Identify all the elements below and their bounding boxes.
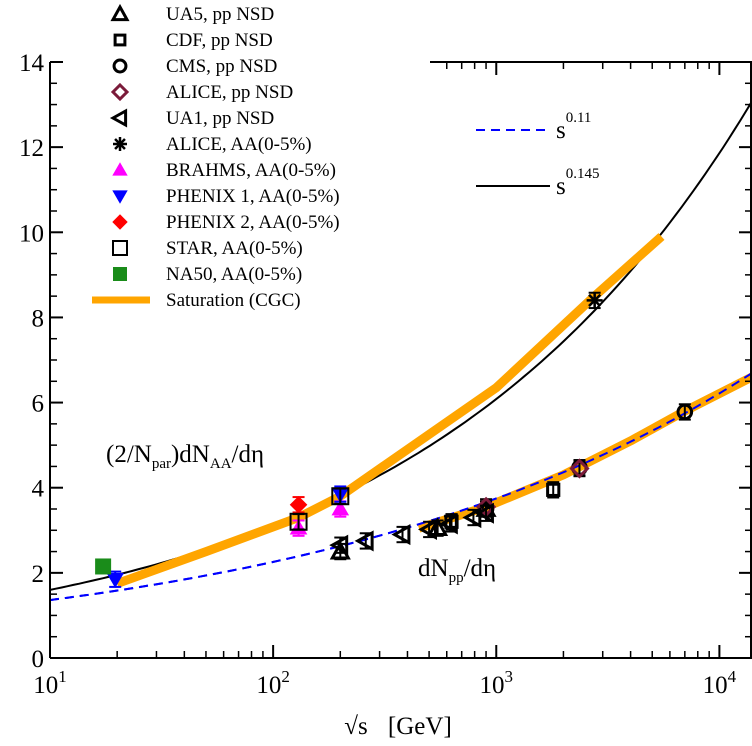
ticks: 0 2 4 6 8 10 12 14 101 102 103 104 <box>19 50 752 699</box>
legend-marker <box>113 33 127 47</box>
legend-item-alice-aa-0-5: ALICE, AA(0-5%) <box>113 134 312 155</box>
annotation-aa: (2/Npar)dNAA/dη <box>106 441 264 472</box>
annotation-aa-sub2: AA <box>210 456 232 472</box>
legend-label: s0.11 <box>556 110 591 144</box>
legend-marker <box>112 58 128 74</box>
legend-item-saturation-cgc: Saturation (CGC) <box>92 290 301 311</box>
x-axis-label: √s [GeV] <box>344 713 452 740</box>
x-tick-label: 104 <box>703 667 737 699</box>
y-tick-label: 14 <box>19 50 45 77</box>
legend-marker <box>112 162 128 176</box>
annotation-aa-part2: )dN <box>171 441 210 468</box>
legend-marker <box>110 3 130 22</box>
legend-label: PHENIX 1, AA(0-5%) <box>166 186 340 207</box>
legend-item-star-aa-0-5: STAR, AA(0-5%) <box>112 238 303 259</box>
legend-label: Saturation (CGC) <box>166 290 301 311</box>
point-ua1-pp-nsd <box>418 518 437 540</box>
x-tick-label: 102 <box>256 667 290 699</box>
legend-label: ALICE, AA(0-5%) <box>166 134 312 155</box>
annotation-pp: dNpp/dη <box>418 555 496 586</box>
legend-label: UA5, pp NSD <box>166 4 274 25</box>
legend-item-phenix-2-aa-0-5: PHENIX 2, AA(0-5%) <box>112 212 340 233</box>
legend-label: ALICE, pp NSD <box>166 82 293 103</box>
legend-marker <box>112 214 128 230</box>
legend-item-cms-pp-nsd: CMS, pp NSD <box>112 56 277 77</box>
legend-marker <box>112 240 128 256</box>
point-cms-pp-nsd <box>676 403 694 421</box>
legend-marker <box>113 137 127 151</box>
legend-label: PHENIX 2, AA(0-5%) <box>166 212 340 233</box>
legend-label: UA1, pp NSD <box>166 108 274 129</box>
point-ua1-pp-nsd <box>391 523 411 546</box>
point-ua1-pp-nsd <box>438 513 458 535</box>
legend-item-alice-pp-nsd: ALICE, pp NSD <box>110 82 293 103</box>
annotation-aa-part1: (2/N <box>106 441 152 468</box>
y-tick-label: 10 <box>19 220 44 247</box>
curve-s-0-145 <box>50 100 752 591</box>
legend-marker <box>110 82 130 102</box>
legend-label: CDF, pp NSD <box>166 30 273 51</box>
y-tick-label: 0 <box>32 646 45 673</box>
y-tick-label: 8 <box>32 305 45 332</box>
markers <box>95 291 694 589</box>
point-alice-pp-nsd <box>569 458 590 479</box>
point-phenix-2-aa-0-5 <box>289 495 308 514</box>
legend-item-s-0-145: s0.145 <box>476 166 599 200</box>
legend-label: NA50, AA(0-5%) <box>166 264 302 285</box>
legend-label: STAR, AA(0-5%) <box>166 238 303 259</box>
annotation-pp-sub: pp <box>449 570 464 586</box>
legend-item-brahms-aa-0-5: BRAHMS, AA(0-5%) <box>112 160 336 181</box>
annotation-pp-part1: dN <box>418 555 449 582</box>
point-phenix-1-aa-0-5 <box>106 572 125 589</box>
legend-marker <box>112 190 128 204</box>
cgc-band-2 <box>417 372 752 533</box>
cgc-band-1 <box>115 233 665 588</box>
legend-label: s0.145 <box>556 166 599 200</box>
legend: UA5, pp NSD CDF, pp NSD CMS, pp NSD ALICE, … <box>92 3 599 311</box>
legend-item-ua1-pp-nsd: UA1, pp NSD <box>109 108 274 129</box>
x-tick-label: 101 <box>33 667 67 699</box>
point-ua1-pp-nsd <box>462 506 482 529</box>
point-cdf-pp-nsd <box>546 482 561 497</box>
point-brahms-aa-0-5 <box>331 500 350 516</box>
y-tick-label: 4 <box>32 476 45 503</box>
y-tick-label: 6 <box>32 391 45 418</box>
legend-item-phenix-1-aa-0-5: PHENIX 1, AA(0-5%) <box>112 186 340 207</box>
point-ua1-pp-nsd <box>474 502 494 524</box>
annotation-aa-sub1: par <box>152 456 171 472</box>
point-ua5-pp-nsd <box>427 517 449 537</box>
point-alice-aa-0-5 <box>586 292 603 309</box>
annotation-aa-part3: /dη <box>232 441 265 468</box>
point-ua1-pp-nsd <box>329 534 349 556</box>
legend-label: CMS, pp NSD <box>166 56 277 77</box>
legend-item-na50-aa-0-5: NA50, AA(0-5%) <box>113 264 302 285</box>
y-tick-label: 12 <box>19 135 44 162</box>
legend-item-ua5-pp-nsd: UA5, pp NSD <box>110 3 274 25</box>
point-ua1-pp-nsd <box>354 530 374 552</box>
point-na50-aa-0-5 <box>95 558 112 575</box>
y-tick-label: 2 <box>32 561 45 588</box>
x-axis-label-unit: [GeV] <box>388 713 452 740</box>
legend-marker <box>109 108 128 128</box>
legend-item-cdf-pp-nsd: CDF, pp NSD <box>113 30 273 51</box>
legend-marker <box>113 267 127 281</box>
annotation-pp-part2: /dη <box>464 555 497 582</box>
point-star-aa-0-5 <box>289 512 308 531</box>
curves <box>50 100 752 602</box>
x-axis-label-root: √s <box>344 713 367 740</box>
legend-item-s-0-11: s0.11 <box>476 110 591 144</box>
x-tick-label: 103 <box>480 667 514 699</box>
legend-label: BRAHMS, AA(0-5%) <box>166 160 336 181</box>
point-star-aa-0-5 <box>331 487 350 506</box>
